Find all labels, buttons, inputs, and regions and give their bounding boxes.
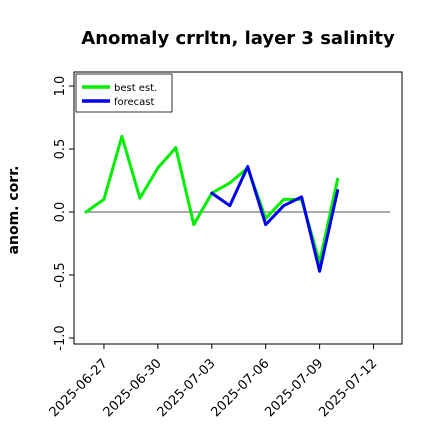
data-point bbox=[246, 165, 250, 169]
data-point bbox=[102, 198, 106, 201]
data-point bbox=[210, 191, 214, 195]
data-point bbox=[228, 204, 232, 208]
data-point bbox=[84, 210, 88, 214]
data-point bbox=[228, 181, 232, 185]
data-point bbox=[336, 177, 339, 181]
y-tick-label: -0.5 bbox=[53, 262, 68, 287]
series-layer bbox=[84, 134, 340, 273]
data-point bbox=[300, 195, 304, 199]
data-point bbox=[120, 135, 124, 138]
legend-box bbox=[75, 73, 173, 113]
data-point bbox=[318, 269, 322, 273]
data-point bbox=[138, 196, 142, 200]
chart-title: Anomaly crrltn, layer 3 salinity bbox=[81, 28, 395, 49]
y-tick-label: 1.0 bbox=[53, 76, 68, 97]
plot-frame bbox=[73, 71, 403, 345]
data-point bbox=[156, 166, 160, 170]
legend-label-forecast: forecast bbox=[114, 97, 155, 108]
data-point bbox=[282, 204, 286, 208]
data-point bbox=[174, 146, 178, 150]
y-axis-label: anom. corr. bbox=[6, 166, 22, 255]
data-point bbox=[192, 223, 196, 227]
legend: best est. forecast bbox=[75, 73, 173, 113]
x-tick-label: 2025-07-12 bbox=[316, 356, 380, 420]
y-axis: -1.0 -0.5 0.0 0.5 1.0 bbox=[53, 76, 74, 351]
series-line-forecast bbox=[210, 165, 340, 273]
y-tick-label: -1.0 bbox=[53, 325, 68, 350]
x-axis: 2025-06-272025-06-302025-07-032025-07-06… bbox=[47, 344, 380, 420]
data-point bbox=[264, 223, 268, 227]
legend-label-best-est: best est. bbox=[114, 83, 157, 94]
y-tick-label: 0.0 bbox=[53, 202, 68, 223]
y-tick-label: 0.5 bbox=[53, 139, 68, 160]
data-point bbox=[336, 189, 339, 192]
data-point bbox=[282, 198, 286, 201]
